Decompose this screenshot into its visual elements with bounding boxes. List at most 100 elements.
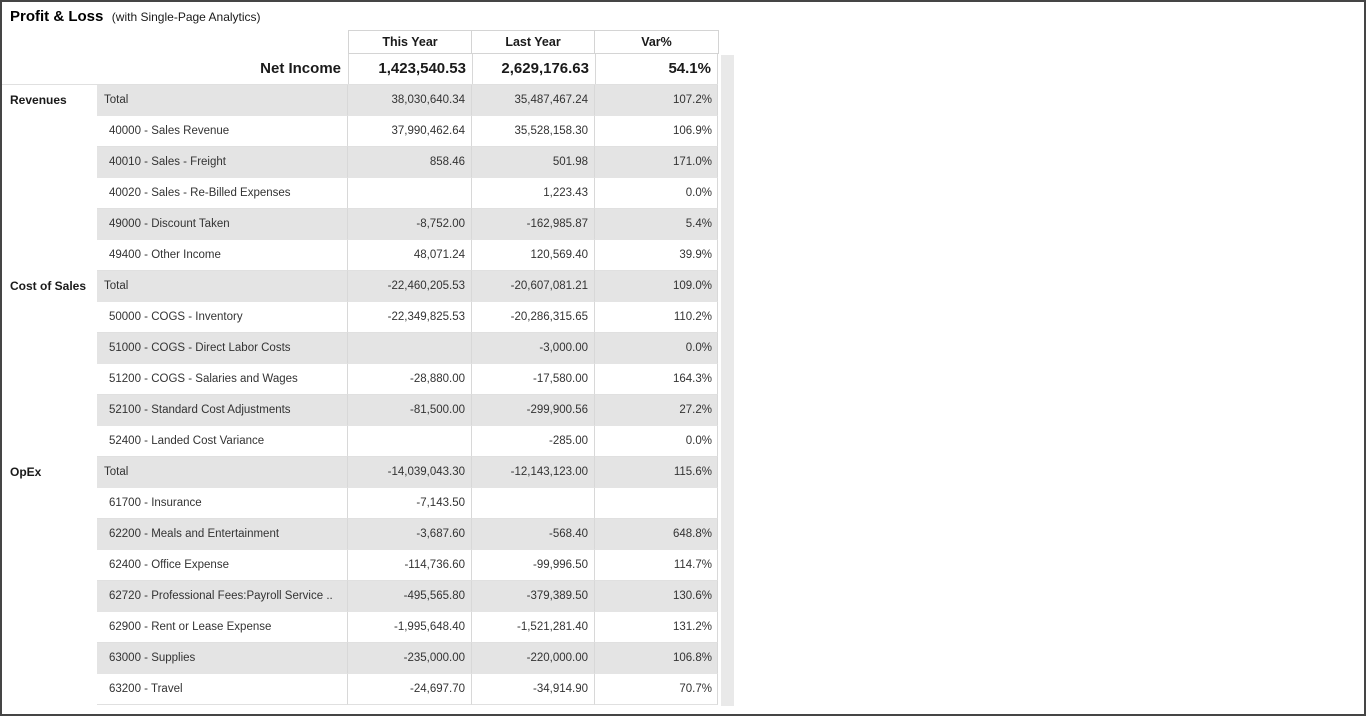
account-cell[interactable]: Total: [97, 457, 348, 488]
var-pct-cell[interactable]: 109.0%: [595, 271, 718, 302]
column-header-this-year[interactable]: This Year: [348, 30, 472, 54]
last-year-cell[interactable]: -285.00: [472, 426, 595, 457]
last-year-cell[interactable]: -34,914.90: [472, 674, 595, 705]
net-income-var-pct-value[interactable]: 54.1%: [595, 54, 718, 84]
account-cell[interactable]: 49000 - Discount Taken: [97, 209, 348, 240]
section-label: [2, 643, 97, 674]
last-year-cell[interactable]: -568.40: [472, 519, 595, 550]
var-pct-cell[interactable]: 0.0%: [595, 426, 718, 457]
account-cell[interactable]: 61700 - Insurance: [97, 488, 348, 519]
table-row: 40010 - Sales - Freight 858.46 501.98 171.0…: [2, 147, 718, 178]
net-income-last-year-value[interactable]: 2,629,176.63: [472, 54, 595, 84]
var-pct-cell[interactable]: 107.2%: [595, 85, 718, 116]
column-header-var-pct[interactable]: Var%: [595, 30, 719, 54]
account-cell[interactable]: 63200 - Travel: [97, 674, 348, 705]
this-year-cell[interactable]: 48,071.24: [348, 240, 472, 271]
table-body: Revenues Total 38,030,640.34 35,487,467.24 1…: [2, 85, 718, 705]
account-cell[interactable]: 50000 - COGS - Inventory: [97, 302, 348, 333]
var-pct-cell[interactable]: [595, 488, 718, 519]
account-cell[interactable]: 62720 - Professional Fees:Payroll Servic…: [97, 581, 348, 612]
section-label: Revenues: [2, 85, 97, 116]
last-year-cell[interactable]: -99,996.50: [472, 550, 595, 581]
this-year-cell[interactable]: 858.46: [348, 147, 472, 178]
net-income-this-year-value[interactable]: 1,423,540.53: [348, 54, 472, 84]
last-year-cell[interactable]: 501.98: [472, 147, 595, 178]
this-year-cell[interactable]: -8,752.00: [348, 209, 472, 240]
var-pct-cell[interactable]: 39.9%: [595, 240, 718, 271]
this-year-cell[interactable]: -114,736.60: [348, 550, 472, 581]
account-cell[interactable]: 62400 - Office Expense: [97, 550, 348, 581]
var-pct-cell[interactable]: 114.7%: [595, 550, 718, 581]
var-pct-cell[interactable]: 164.3%: [595, 364, 718, 395]
var-pct-cell[interactable]: 131.2%: [595, 612, 718, 643]
this-year-cell[interactable]: -3,687.60: [348, 519, 472, 550]
var-pct-cell[interactable]: 0.0%: [595, 333, 718, 364]
last-year-cell[interactable]: -162,985.87: [472, 209, 595, 240]
last-year-cell[interactable]: -20,607,081.21: [472, 271, 595, 302]
account-cell[interactable]: 49400 - Other Income: [97, 240, 348, 271]
var-pct-cell[interactable]: 130.6%: [595, 581, 718, 612]
var-pct-cell[interactable]: 115.6%: [595, 457, 718, 488]
vertical-scrollbar[interactable]: [721, 55, 734, 706]
account-cell[interactable]: 40000 - Sales Revenue: [97, 116, 348, 147]
var-pct-cell[interactable]: 106.8%: [595, 643, 718, 674]
this-year-cell[interactable]: -28,880.00: [348, 364, 472, 395]
section-label: [2, 240, 97, 271]
column-header-last-year[interactable]: Last Year: [472, 30, 595, 54]
account-cell[interactable]: 52100 - Standard Cost Adjustments: [97, 395, 348, 426]
this-year-cell[interactable]: -81,500.00: [348, 395, 472, 426]
account-cell[interactable]: 62200 - Meals and Entertainment: [97, 519, 348, 550]
this-year-cell[interactable]: 38,030,640.34: [348, 85, 472, 116]
this-year-cell[interactable]: [348, 426, 472, 457]
last-year-cell[interactable]: -3,000.00: [472, 333, 595, 364]
var-pct-cell[interactable]: 5.4%: [595, 209, 718, 240]
table-row: 49000 - Discount Taken -8,752.00 -162,985.…: [2, 209, 718, 240]
this-year-cell[interactable]: -14,039,043.30: [348, 457, 472, 488]
var-pct-cell[interactable]: 0.0%: [595, 178, 718, 209]
table-row: 49400 - Other Income 48,071.24 120,569.40 3…: [2, 240, 718, 271]
var-pct-cell[interactable]: 106.9%: [595, 116, 718, 147]
last-year-cell[interactable]: -12,143,123.00: [472, 457, 595, 488]
var-pct-cell[interactable]: 171.0%: [595, 147, 718, 178]
this-year-cell[interactable]: [348, 333, 472, 364]
last-year-cell[interactable]: -17,580.00: [472, 364, 595, 395]
this-year-cell[interactable]: -22,349,825.53: [348, 302, 472, 333]
last-year-cell[interactable]: 35,487,467.24: [472, 85, 595, 116]
last-year-cell[interactable]: -299,900.56: [472, 395, 595, 426]
last-year-cell[interactable]: 1,223.43: [472, 178, 595, 209]
var-pct-cell[interactable]: 70.7%: [595, 674, 718, 705]
section-label: [2, 674, 97, 705]
account-cell[interactable]: 52400 - Landed Cost Variance: [97, 426, 348, 457]
var-pct-cell[interactable]: 110.2%: [595, 302, 718, 333]
var-pct-cell[interactable]: 648.8%: [595, 519, 718, 550]
last-year-cell[interactable]: 120,569.40: [472, 240, 595, 271]
section-label: [2, 364, 97, 395]
this-year-cell[interactable]: -22,460,205.53: [348, 271, 472, 302]
last-year-cell[interactable]: 35,528,158.30: [472, 116, 595, 147]
var-pct-cell[interactable]: 27.2%: [595, 395, 718, 426]
section-label: [2, 426, 97, 457]
account-cell[interactable]: 51200 - COGS - Salaries and Wages: [97, 364, 348, 395]
last-year-cell[interactable]: -220,000.00: [472, 643, 595, 674]
table-row: Revenues Total 38,030,640.34 35,487,467.24 1…: [2, 85, 718, 116]
last-year-cell[interactable]: -20,286,315.65: [472, 302, 595, 333]
last-year-cell[interactable]: -1,521,281.40: [472, 612, 595, 643]
account-cell[interactable]: Total: [97, 271, 348, 302]
this-year-cell[interactable]: -24,697.70: [348, 674, 472, 705]
this-year-cell[interactable]: -235,000.00: [348, 643, 472, 674]
account-cell[interactable]: 62900 - Rent or Lease Expense: [97, 612, 348, 643]
this-year-cell[interactable]: -1,995,648.40: [348, 612, 472, 643]
last-year-cell[interactable]: -379,389.50: [472, 581, 595, 612]
account-cell[interactable]: 63000 - Supplies: [97, 643, 348, 674]
this-year-cell[interactable]: 37,990,462.64: [348, 116, 472, 147]
account-cell[interactable]: Total: [97, 85, 348, 116]
table-row: 52400 - Landed Cost Variance -285.00 0.0%: [2, 426, 718, 457]
this-year-cell[interactable]: -7,143.50: [348, 488, 472, 519]
last-year-cell[interactable]: [472, 488, 595, 519]
account-cell[interactable]: 40020 - Sales - Re-Billed Expenses: [97, 178, 348, 209]
section-label: [2, 488, 97, 519]
account-cell[interactable]: 51000 - COGS - Direct Labor Costs: [97, 333, 348, 364]
this-year-cell[interactable]: [348, 178, 472, 209]
this-year-cell[interactable]: -495,565.80: [348, 581, 472, 612]
account-cell[interactable]: 40010 - Sales - Freight: [97, 147, 348, 178]
